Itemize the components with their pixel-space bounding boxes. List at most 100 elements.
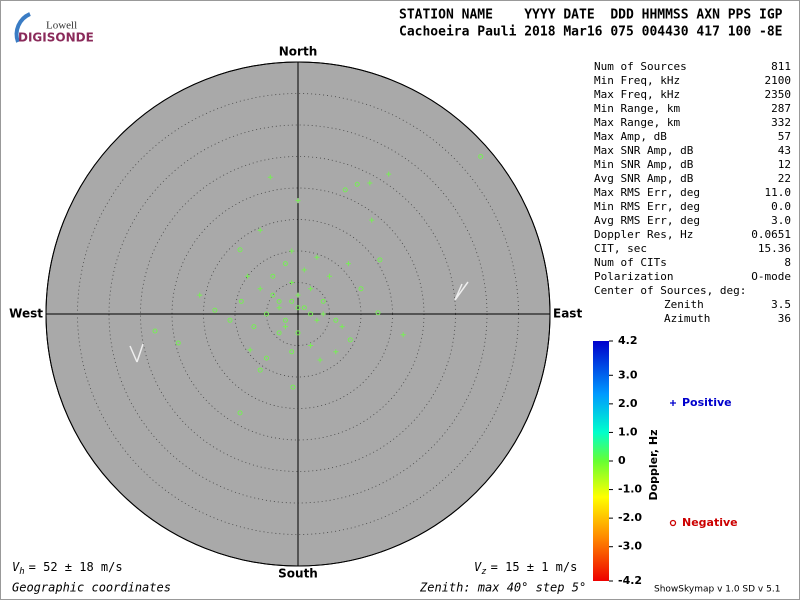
source-point <box>282 317 288 323</box>
source-point <box>276 298 282 304</box>
stat-value: 36 <box>778 312 791 325</box>
source-point <box>175 340 181 346</box>
source-point <box>237 247 243 253</box>
version-label: ShowSkymap v 1.0 SD v 5.1 <box>654 585 780 595</box>
source-point <box>354 181 360 187</box>
direction-label: North <box>279 45 317 59</box>
source-point <box>289 298 295 304</box>
stat-value: 11.0 <box>765 186 792 199</box>
source-point <box>339 324 345 330</box>
stat-value: O-mode <box>751 270 791 283</box>
source-point <box>308 311 314 317</box>
stat-value: 332 <box>771 116 791 129</box>
source-point <box>264 355 269 361</box>
stat-label: Max SNR Amp, dB <box>594 144 694 157</box>
stat-label: Min RMS Err, deg <box>594 200 700 213</box>
stat-label: Max Range, km <box>594 116 680 129</box>
source-point <box>257 286 263 292</box>
source-point <box>478 154 484 159</box>
legend-marker <box>669 519 677 527</box>
stat-label: Avg SNR Amp, dB <box>594 172 694 185</box>
stat-label: Max Freq, kHz <box>594 88 680 101</box>
source-point <box>289 248 295 254</box>
logo-main: DIGISONDE <box>18 31 94 45</box>
stat-label: Min SNR Amp, dB <box>594 158 694 171</box>
stat-value: 3.0 <box>771 214 791 227</box>
source-point <box>317 357 323 363</box>
source-point <box>367 180 373 186</box>
source-point <box>289 349 295 355</box>
source-point <box>264 311 269 317</box>
coords-label: Geographic coordinates <box>12 581 171 595</box>
stat-value: 287 <box>771 102 791 115</box>
source-point <box>301 267 307 273</box>
stat-label: Min Freq, kHz <box>594 74 680 87</box>
velocity-mark <box>454 281 469 301</box>
stat-label: Num of CITs <box>594 256 667 269</box>
colorbar-tick-label: -3.0 <box>618 540 642 553</box>
stat-value: 2100 <box>765 74 792 87</box>
source-point <box>400 332 406 338</box>
source-point <box>290 384 296 390</box>
source-point <box>308 286 314 292</box>
source-point <box>301 305 307 311</box>
source-point <box>257 227 263 233</box>
source-point <box>237 410 243 416</box>
colorbar-tick-label: 3.0 <box>618 368 638 381</box>
velocity-mark <box>129 343 144 363</box>
stat-label: Min Range, km <box>594 102 680 115</box>
legend-marker <box>670 400 676 406</box>
stat-value: 22 <box>778 172 791 185</box>
colorbar-tick-label: 2.0 <box>618 397 638 410</box>
source-point <box>282 324 288 330</box>
stat-label: Zenith <box>664 298 704 311</box>
header-line: STATION NAME YYYY DATE DDD HHMMSS AXN PP… <box>399 8 783 23</box>
source-point <box>227 317 233 323</box>
colorbar-tick-label: 1.0 <box>618 425 638 438</box>
legend-label: Negative <box>682 516 738 529</box>
stat-label: Polarization <box>594 270 673 283</box>
source-point <box>270 292 276 298</box>
stat-value: 811 <box>771 60 791 73</box>
zenith-label: Zenith: max 40° step 5° <box>419 581 586 595</box>
source-point <box>295 330 301 336</box>
vz-label: Vz = 15 ± 1 m/s <box>474 560 577 577</box>
stat-label: Max Amp, dB <box>594 130 667 143</box>
stat-value: 0.0 <box>771 200 791 213</box>
source-point <box>257 367 263 373</box>
stat-value: 15.36 <box>758 242 791 255</box>
source-point <box>238 298 244 304</box>
source-point <box>267 174 273 180</box>
logo-arc <box>14 12 31 43</box>
source-point <box>375 310 381 316</box>
legend-label: Positive <box>682 396 732 409</box>
source-point <box>282 261 288 267</box>
stat-label: CIT, sec <box>594 242 647 255</box>
source-point <box>251 324 257 330</box>
source-point <box>245 273 251 279</box>
source-point <box>276 305 282 311</box>
stat-label: Doppler Res, Hz <box>594 228 693 241</box>
stat-value: 0.0651 <box>751 228 791 241</box>
source-point <box>314 254 320 260</box>
colorbar-tick-label: -4.2 <box>618 574 642 587</box>
colorbar-tick-label: -1.0 <box>618 483 642 496</box>
source-point <box>386 171 392 177</box>
colorbar-tick-label: 4.2 <box>618 334 638 347</box>
stat-value: 57 <box>778 130 791 143</box>
source-point <box>152 328 158 334</box>
source-point <box>289 280 295 285</box>
source-point <box>320 311 326 317</box>
stat-label: Azimuth <box>664 312 710 325</box>
source-point <box>345 261 351 267</box>
stat-label: Avg RMS Err, deg <box>594 214 700 227</box>
stat-value: 43 <box>778 144 791 157</box>
direction-label: West <box>9 307 43 321</box>
colorbar-tick-label: -2.0 <box>618 511 642 524</box>
source-point <box>247 347 253 353</box>
source-point <box>320 298 326 304</box>
source-point <box>295 198 301 204</box>
stat-label: Num of Sources <box>594 60 687 73</box>
source-point <box>308 343 314 348</box>
